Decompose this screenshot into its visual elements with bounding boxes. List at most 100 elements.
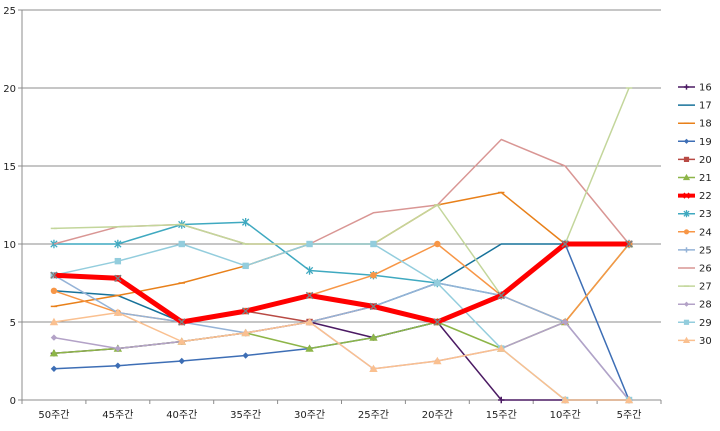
- legend-item-26: 26: [678, 264, 712, 275]
- data-point: [683, 210, 690, 218]
- legend-label: 24: [699, 227, 712, 238]
- y-tick-label: 15: [3, 162, 16, 173]
- data-point: [178, 357, 185, 365]
- series-28: [50, 318, 633, 404]
- data-point: [305, 344, 314, 352]
- axes: 0 5 10 15 20 25 50주간 45주간 40주간 35주간 30주간 25주간 20주간 15…: [3, 6, 662, 421]
- data-point: [560, 395, 570, 404]
- legend-label: 20: [699, 155, 712, 166]
- series-line: [53, 311, 629, 401]
- legend-item-27: 27: [678, 282, 712, 293]
- data-point: [49, 317, 59, 326]
- data-point: [683, 138, 690, 144]
- series-line: [53, 191, 629, 308]
- data-point: [114, 257, 122, 265]
- y-tick-label: 5: [10, 318, 16, 329]
- data-point: [50, 271, 58, 279]
- series-16: [50, 318, 633, 404]
- legend-label: 19: [699, 137, 712, 148]
- legend-label: 30: [699, 336, 712, 347]
- series-17: [53, 243, 566, 323]
- series-30: [49, 308, 634, 404]
- data-point: [178, 240, 185, 248]
- data-point: [50, 365, 58, 372]
- data-point: [241, 328, 250, 337]
- data-point: [49, 349, 59, 357]
- legend-item-21: 21: [678, 173, 712, 184]
- y-tick-label: 0: [10, 396, 16, 407]
- series-line: [53, 321, 630, 401]
- data-point: [50, 239, 58, 249]
- legend-item-23: 23: [678, 209, 712, 220]
- legend-item-30: 30: [678, 336, 712, 347]
- series-line: [53, 241, 629, 325]
- legend-item-25: 25: [678, 245, 712, 256]
- legend-label: 28: [699, 300, 712, 311]
- data-point: [50, 334, 58, 341]
- data-point: [683, 156, 690, 162]
- x-tick-label: 5주간: [617, 409, 642, 421]
- data-point: [305, 317, 314, 326]
- data-point: [682, 173, 691, 181]
- data-point: [241, 307, 250, 315]
- legend-label: 17: [699, 101, 712, 112]
- series-26: [53, 138, 630, 245]
- y-tick-label: 10: [3, 240, 16, 251]
- series-line: [53, 274, 630, 401]
- data-point: [369, 364, 378, 372]
- legend-item-20: 20: [678, 155, 712, 166]
- series-line: [53, 321, 629, 401]
- y-tick-label: 25: [3, 6, 16, 17]
- legend-label: 21: [699, 173, 712, 184]
- data-point: [370, 240, 377, 248]
- data-point: [498, 396, 505, 404]
- legend-label: 23: [699, 209, 712, 220]
- x-tick-label: 20주간: [422, 409, 453, 421]
- x-tick-label: 35주간: [230, 409, 261, 421]
- y-tick-label: 20: [3, 84, 16, 95]
- legend-item-24: 24: [678, 227, 712, 238]
- data-point: [113, 308, 123, 316]
- legend-item-19: 19: [678, 137, 712, 148]
- data-point: [305, 291, 314, 300]
- x-tick-label: 10주간: [550, 409, 581, 421]
- data-point: [242, 352, 249, 359]
- x-tick-label: 40주간: [166, 409, 197, 421]
- x-tick-label: 30주간: [294, 409, 325, 421]
- data-point: [306, 240, 313, 248]
- data-point: [433, 318, 442, 326]
- series-22: [50, 240, 633, 326]
- data-point: [683, 247, 690, 253]
- data-point: [369, 302, 378, 311]
- data-point: [114, 345, 122, 352]
- data-point: [561, 240, 569, 248]
- legend-item-22: 22: [678, 191, 712, 202]
- legend-label: 16: [699, 83, 712, 94]
- legend-item-29: 29: [678, 318, 712, 329]
- data-point: [682, 336, 691, 343]
- data-point: [497, 344, 506, 352]
- legend-label: 25: [699, 245, 712, 256]
- data-point: [683, 229, 690, 235]
- data-point: [369, 333, 378, 341]
- data-point: [177, 337, 186, 345]
- legend-label: 29: [699, 318, 712, 329]
- data-point: [114, 239, 122, 249]
- data-point: [114, 274, 122, 283]
- legend-item-17: 17: [678, 101, 712, 112]
- data-point: [497, 291, 505, 300]
- data-point: [305, 266, 314, 275]
- data-point: [683, 84, 690, 90]
- data-point: [50, 287, 58, 294]
- data-point: [242, 262, 249, 270]
- data-point: [625, 240, 633, 248]
- x-tick-label: 50주간: [38, 409, 69, 421]
- data-point: [561, 318, 569, 326]
- data-point: [434, 240, 441, 248]
- data-point: [370, 272, 377, 279]
- data-point: [241, 217, 250, 227]
- legend-label: 22: [699, 191, 712, 202]
- legend-label: 26: [699, 264, 712, 275]
- x-tick-label: 25주간: [358, 409, 389, 421]
